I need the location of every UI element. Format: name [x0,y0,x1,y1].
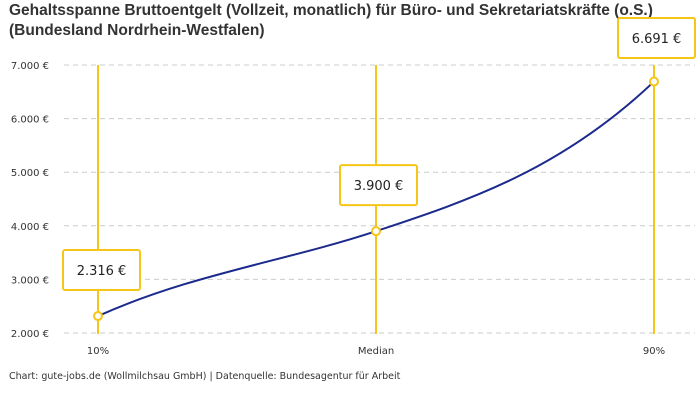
data-label-box [617,17,696,59]
chart-title: Gehaltsspanne Bruttoentgelt (Vollzeit, m… [9,2,653,39]
y-tick-label: 3.000 € [11,275,49,286]
data-label-text: 2.316 € [77,264,127,279]
data-point [93,311,103,322]
y-tick-label: 2.000 € [11,329,49,340]
y-tick-label: 6.000 € [11,115,49,126]
y-tick-label: 7.000 € [11,61,49,72]
data-point [649,76,659,87]
chart-credit: Chart: gute-jobs.de (Wollmilchsau GmbH) … [9,371,401,382]
data-label-box [339,164,418,207]
x-tick-label: 90% [643,346,665,357]
data-label: 6.691 € [617,17,696,59]
y-tick-label: 5.000 € [11,168,49,179]
x-tick-label: 10% [87,346,109,357]
data-label-text: 3.900 € [354,179,404,194]
data-label: 3.900 € [339,164,418,207]
x-tick-label: Median [358,346,394,357]
data-label-text: 6.691 € [632,32,682,47]
data-label-box [62,249,141,292]
data-label: 2.316 € [62,249,141,292]
data-point [371,226,381,237]
y-tick-label: 4.000 € [11,222,49,233]
